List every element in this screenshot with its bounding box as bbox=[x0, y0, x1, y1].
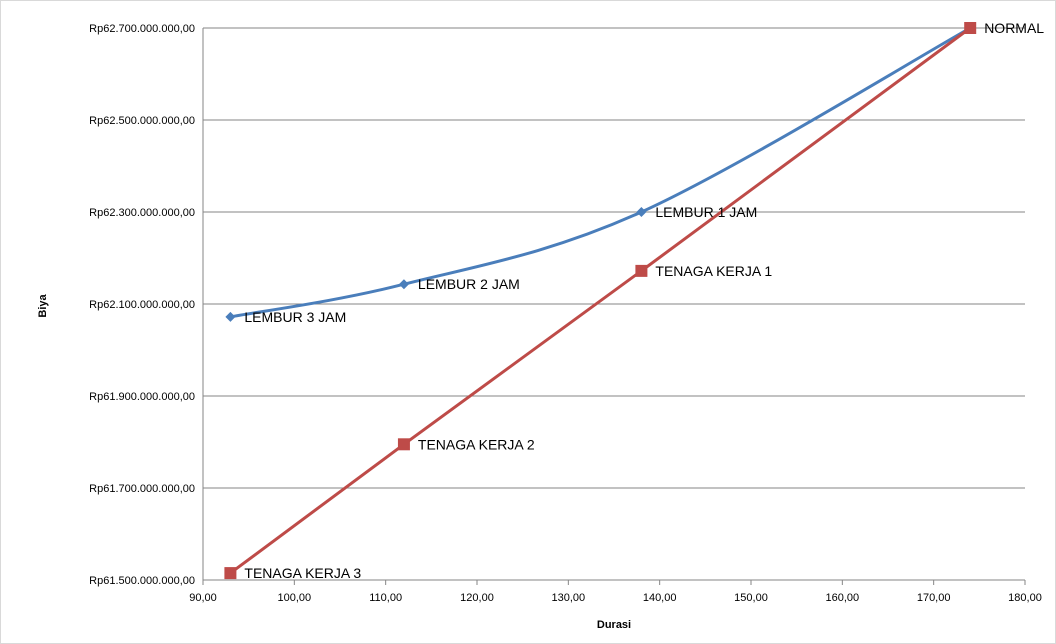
x-tick-label: 90,00 bbox=[189, 592, 217, 604]
y-tick-label: Rp62.500.000.000,00 bbox=[89, 115, 195, 127]
data-point-diamond bbox=[398, 279, 409, 290]
point-labels: LEMBUR 3 JAM LEMBUR 2 JAM LEMBUR 1 JAM TENA… bbox=[244, 20, 1044, 581]
data-label: TENAGA KERJA 3 bbox=[244, 565, 361, 581]
y-axis-title: Biya bbox=[37, 294, 49, 318]
y-tick-label: Rp61.700.000.000,00 bbox=[89, 483, 195, 495]
data-point-square bbox=[397, 438, 410, 451]
x-tick-label: 130,00 bbox=[552, 592, 586, 604]
x-tick-label: 160,00 bbox=[826, 592, 860, 604]
x-tick-label: 100,00 bbox=[278, 592, 312, 604]
data-label: LEMBUR 3 JAM bbox=[244, 309, 346, 325]
x-tick-label: 120,00 bbox=[460, 592, 494, 604]
x-tick-label: 140,00 bbox=[643, 592, 677, 604]
data-point-diamond bbox=[636, 207, 647, 217]
y-tick-label: Rp62.300.000.000,00 bbox=[89, 207, 195, 219]
x-tick-label: 150,00 bbox=[734, 592, 768, 604]
data-point-square bbox=[224, 567, 237, 580]
data-label: LEMBUR 1 JAM bbox=[655, 204, 757, 220]
x-tick-label: 180,00 bbox=[1008, 592, 1042, 604]
data-point-diamond bbox=[225, 311, 236, 322]
gridlines bbox=[203, 27, 1025, 581]
data-point-square bbox=[635, 264, 648, 277]
y-tick-label: Rp62.100.000.000,00 bbox=[89, 299, 195, 311]
data-label: NORMAL bbox=[984, 20, 1044, 36]
x-axis-title: Durasi bbox=[597, 619, 631, 631]
y-tick-label: Rp62.700.000.000,00 bbox=[89, 23, 195, 35]
data-label: LEMBUR 2 JAM bbox=[418, 276, 520, 292]
axes: Rp61.500.000.000,00 Rp61.700.000.000,00 Rp… bbox=[89, 23, 1042, 604]
x-tick-label: 110,00 bbox=[369, 592, 402, 604]
data-label: TENAGA KERJA 2 bbox=[418, 436, 535, 452]
y-tick-label: Rp61.900.000.000,00 bbox=[89, 391, 195, 403]
series-line-1 bbox=[229, 26, 972, 575]
data-point-square bbox=[964, 22, 977, 34]
data-label: TENAGA KERJA 1 bbox=[655, 263, 772, 279]
series-line-0 bbox=[230, 26, 971, 319]
series bbox=[224, 22, 977, 580]
y-tick-label: Rp61.500.000.000,00 bbox=[89, 575, 195, 587]
x-tick-label: 170,00 bbox=[917, 592, 951, 604]
